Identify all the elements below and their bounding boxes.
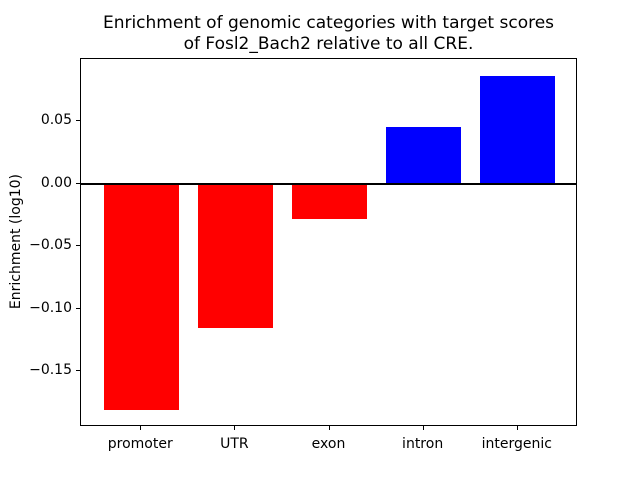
bar-intron bbox=[385, 127, 462, 184]
y-tick-label: −0.10 bbox=[29, 299, 72, 316]
x-tick-mark bbox=[140, 426, 142, 430]
y-tick-label: −0.05 bbox=[29, 237, 72, 254]
y-tick-label: 0.00 bbox=[40, 174, 72, 191]
bar-UTR bbox=[197, 183, 274, 328]
y-tick-label: 0.05 bbox=[40, 111, 72, 128]
plot-area bbox=[80, 58, 577, 426]
chart-title: Enrichment of genomic categories with ta… bbox=[102, 13, 555, 54]
y-tick-mark bbox=[76, 370, 80, 372]
bar-promoter bbox=[103, 183, 179, 411]
y-tick-mark bbox=[76, 182, 80, 184]
x-tick-label-exon: exon bbox=[311, 436, 346, 452]
y-tick-mark bbox=[76, 245, 80, 247]
bar-exon bbox=[291, 183, 368, 219]
zero-line bbox=[81, 182, 576, 185]
bar-intergenic bbox=[480, 75, 556, 184]
x-tick-label-UTR: UTR bbox=[220, 436, 249, 452]
y-tick-label: −0.15 bbox=[29, 362, 72, 379]
x-tick-mark bbox=[234, 426, 236, 430]
x-tick-mark bbox=[422, 426, 424, 430]
x-tick-label-intergenic: intergenic bbox=[481, 436, 552, 452]
x-tick-mark bbox=[328, 426, 330, 430]
y-tick-mark bbox=[76, 119, 80, 121]
x-tick-label-promoter: promoter bbox=[107, 436, 173, 452]
x-tick-label-intron: intron bbox=[402, 436, 444, 452]
x-tick-mark bbox=[516, 426, 518, 430]
y-tick-mark bbox=[76, 307, 80, 309]
